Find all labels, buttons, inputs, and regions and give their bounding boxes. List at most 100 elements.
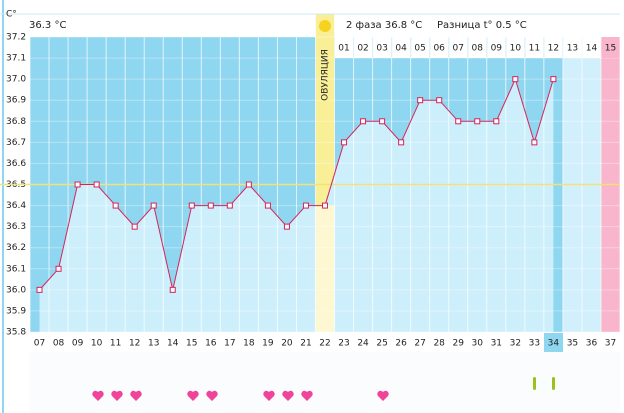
phase2-average: 2 фаза 36.8 °C — [346, 20, 422, 31]
x-tick-label: 25 — [376, 339, 387, 349]
phase2-day: 02 — [357, 44, 368, 54]
heart — [206, 390, 218, 401]
phase2-day: 07 — [452, 44, 463, 54]
heart — [92, 390, 104, 401]
marker — [283, 223, 290, 230]
marker — [493, 118, 500, 125]
marker — [112, 202, 119, 209]
x-tick-label: 36 — [586, 339, 598, 349]
marker — [150, 202, 157, 209]
marker — [512, 76, 519, 83]
y-tick-label: 36.8 — [6, 117, 26, 127]
x-tick-label: 33 — [529, 339, 540, 349]
temperature-line — [39, 77, 554, 291]
phase2-cell — [487, 37, 506, 58]
x-tick-label: 32 — [510, 339, 521, 349]
x-tick-label: 19 — [262, 339, 274, 349]
phase2-cell — [354, 37, 373, 58]
phase2-day: 06 — [433, 44, 445, 54]
phase2-cell — [563, 37, 582, 58]
phase2-cell — [373, 37, 392, 58]
marker — [474, 118, 481, 125]
y-axis-label: C° — [6, 10, 17, 20]
y-tick-label: 35.8 — [6, 328, 26, 338]
x-tick-label: 26 — [395, 339, 407, 349]
phase2-day: 15 — [605, 44, 616, 54]
ovulation-label: ОВУЛЯЦИЯ — [321, 49, 331, 101]
sun-icon — [319, 20, 331, 32]
phase2-day: 11 — [529, 44, 540, 54]
x-tick-label: 37 — [605, 339, 616, 349]
marker — [55, 265, 62, 272]
temperature-difference: Разница t° 0.5 °C — [437, 20, 527, 31]
marker — [379, 118, 386, 125]
heart — [130, 390, 142, 401]
phase2-cell — [544, 37, 563, 58]
x-tick-label: 23 — [338, 339, 349, 349]
x-tick-label: 30 — [472, 339, 484, 349]
x-tick-label: 18 — [243, 339, 255, 349]
heart — [111, 390, 123, 401]
y-tick-label: 36.4 — [6, 201, 26, 211]
x-tick-label: 07 — [34, 339, 45, 349]
x-tick-label: 09 — [72, 339, 84, 349]
marker — [93, 181, 100, 188]
heart — [282, 390, 294, 401]
phase2-day: 13 — [567, 44, 578, 54]
x-tick-label: 28 — [433, 339, 445, 349]
phase2-cell — [601, 37, 620, 58]
marker — [550, 76, 557, 83]
y-tick-label: 35.9 — [6, 306, 26, 316]
marker — [436, 97, 443, 104]
hearts — [92, 390, 389, 401]
area — [39, 79, 554, 333]
current-day-highlight — [544, 333, 563, 352]
x-tick-label: 24 — [357, 339, 369, 349]
phase2-day: 14 — [586, 44, 598, 54]
phase2-cell — [506, 37, 525, 58]
y-tick-label: 36.1 — [6, 264, 26, 274]
y-tick-label: 36.9 — [6, 96, 26, 106]
phase2-day: 12 — [548, 44, 559, 54]
x-tick-label: 34 — [548, 339, 560, 349]
phase2-day: 08 — [472, 44, 484, 54]
phase2-cell — [468, 37, 487, 58]
y-tick-label: 36.3 — [6, 222, 26, 232]
x-tick-label: 31 — [491, 339, 502, 349]
y-tick-label: 37.1 — [6, 54, 26, 64]
marker — [322, 202, 328, 209]
x-tick-label: 27 — [414, 339, 425, 349]
x-tick-label: 15 — [186, 339, 197, 349]
phase2-day: 01 — [338, 44, 349, 54]
x-tick-label: 22 — [319, 339, 330, 349]
marker — [131, 223, 138, 230]
marker — [360, 118, 367, 125]
marker — [417, 97, 424, 104]
phase2-day: 05 — [414, 44, 425, 54]
marker — [398, 139, 405, 146]
marker — [169, 286, 176, 293]
marker — [455, 118, 462, 125]
x-tick-label: 14 — [167, 339, 179, 349]
ovulation-column — [315, 205, 335, 332]
marker — [207, 202, 214, 209]
phase2-cell — [335, 37, 354, 58]
heart — [187, 390, 199, 401]
x-tick-label: 16 — [205, 339, 217, 349]
x-tick-label: 17 — [224, 339, 235, 349]
phase2-cell — [525, 37, 544, 58]
x-tick-label: 13 — [148, 339, 159, 349]
marker — [74, 181, 81, 188]
green-mark — [552, 377, 555, 390]
y-tick-label: 37.2 — [6, 33, 26, 43]
x-tick-label: 08 — [53, 339, 65, 349]
x-tick-label: 35 — [567, 339, 578, 349]
phase2-day: 10 — [510, 44, 522, 54]
phase2-day: 03 — [376, 44, 387, 54]
y-tick-label: 36.0 — [6, 285, 26, 295]
green-mark — [533, 377, 536, 390]
x-tick-label: 11 — [110, 339, 121, 349]
phase1-average: 36.3 °C — [29, 20, 66, 31]
y-tick-label: 36.7 — [6, 138, 26, 148]
